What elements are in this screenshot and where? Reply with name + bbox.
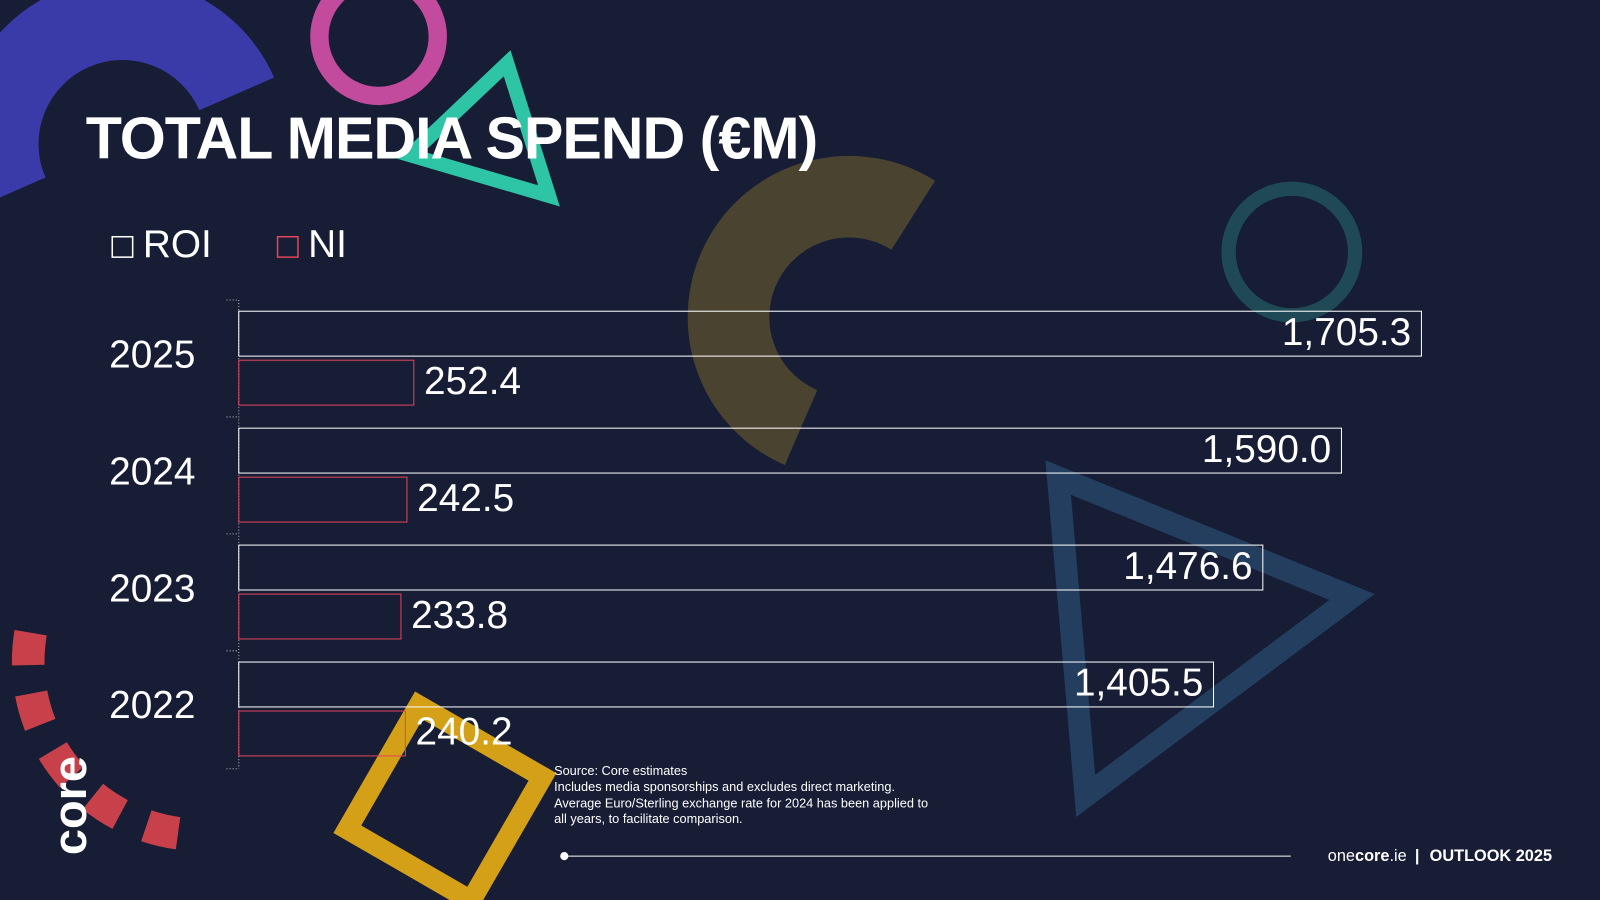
legend-label: ROI [143, 223, 212, 266]
category-label: 2024 [109, 450, 195, 493]
value-label: 1,405.5 [1074, 662, 1203, 705]
edition: OUTLOOK 2025 [1430, 847, 1552, 865]
note: all years, to facilitate comparison. [554, 811, 743, 826]
note: Includes media sponsorships and excludes… [554, 779, 895, 794]
deco-triangle [1045, 460, 1375, 817]
bar [238, 661, 1215, 708]
category-label: 2025 [109, 333, 195, 376]
bar [238, 544, 1264, 591]
deco-arc [0, 0, 275, 198]
bar [238, 593, 402, 640]
value-label: 1,705.3 [1282, 311, 1411, 354]
legend-swatch [276, 235, 299, 258]
notes: Source: Core estimates Includes media sp… [554, 763, 928, 826]
value-label: 242.5 [417, 477, 514, 520]
decorations [0, 0, 1375, 900]
bar [238, 710, 406, 757]
deco-ring [310, 0, 447, 106]
value-label: 233.8 [411, 594, 508, 637]
separator: | [1415, 847, 1420, 865]
chart-title: TOTAL MEDIA SPEND (€M) [86, 104, 817, 171]
value-label: 252.4 [424, 360, 521, 403]
site: core [1355, 847, 1389, 865]
plot: 2025 1,705.3 252.4 2024 1,590.0 242.5 2023 1,47… [109, 299, 1422, 770]
category-label: 2023 [109, 567, 195, 610]
category-label: 2022 [109, 684, 195, 727]
deco-ring [1221, 181, 1363, 323]
legend-swatch [111, 235, 134, 258]
site: .ie [1389, 847, 1406, 865]
deco-triangle [396, 50, 560, 207]
bar [238, 476, 408, 523]
deco-square [333, 691, 557, 900]
bar [238, 359, 415, 406]
legend-label: NI [308, 223, 347, 266]
bar [238, 310, 1422, 357]
note: Average Euro/Sterling exchange rate for … [554, 795, 928, 810]
value-label: 1,476.6 [1123, 545, 1252, 588]
bar [238, 427, 1342, 474]
note: Source: Core estimates [554, 763, 687, 778]
site: one [1328, 847, 1355, 865]
deco-arc [687, 155, 936, 465]
legend: ROI NI [111, 223, 347, 266]
value-label: 240.2 [416, 711, 513, 754]
footer: onecore.ie | OUTLOOK 2025 [1328, 847, 1552, 865]
footer-dot [560, 852, 569, 861]
value-label: 1,590.0 [1202, 428, 1331, 471]
deco-dashes [11, 629, 195, 852]
logo: core [44, 756, 96, 855]
